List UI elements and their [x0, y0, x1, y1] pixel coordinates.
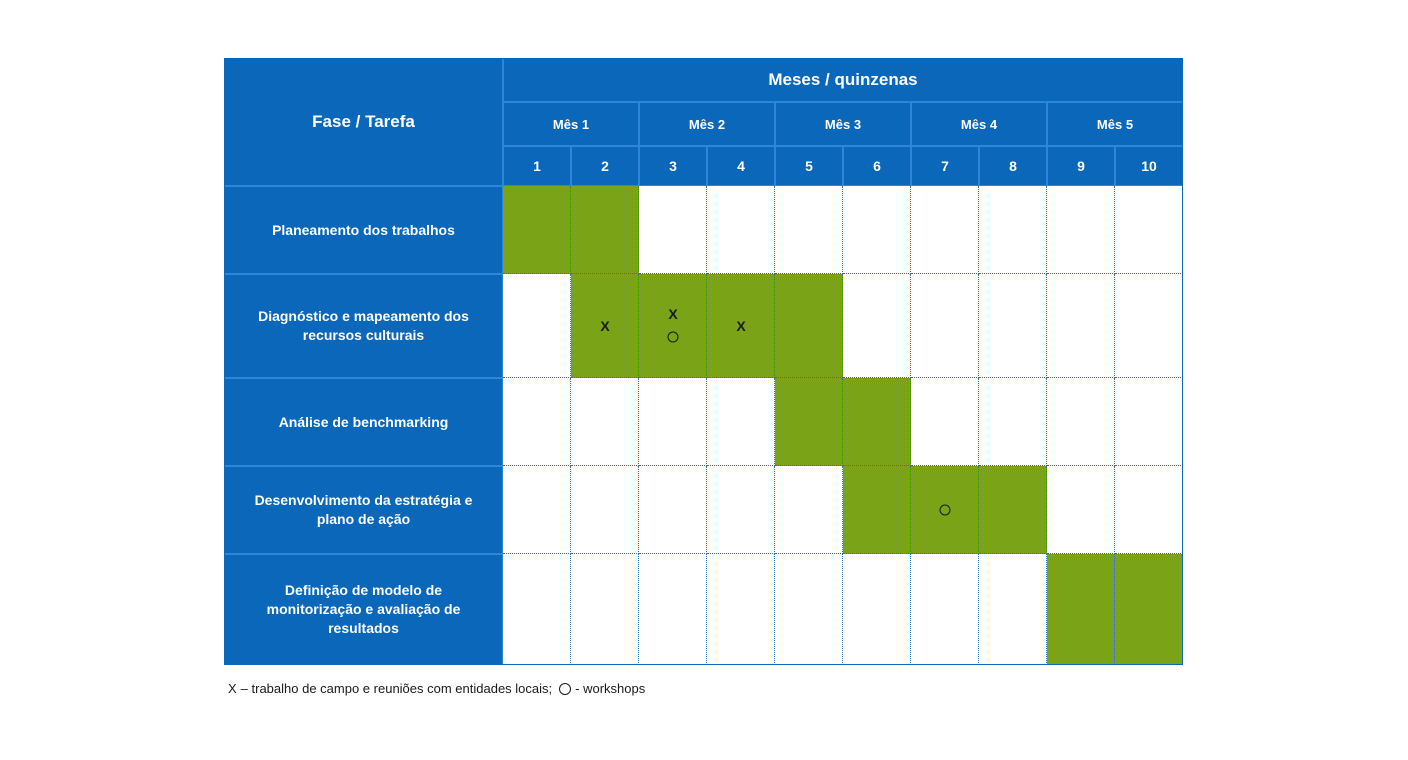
month-header: Mês 3: [775, 102, 911, 146]
gantt-cell: [571, 378, 639, 466]
legend-text: - workshops: [575, 681, 646, 696]
gantt-cell: [571, 466, 639, 554]
gantt-cell: [911, 274, 979, 378]
gantt-cell: [1047, 274, 1115, 378]
legend: X – trabalho de campo e reuniões com ent…: [228, 681, 645, 696]
gantt-cell: [979, 378, 1047, 466]
legend-text: – trabalho de campo e reuniões com entid…: [240, 681, 553, 696]
gantt-cell: [503, 186, 571, 274]
month-header: Mês 1: [503, 102, 639, 146]
gantt-cell: [775, 554, 843, 665]
gantt-cell: [979, 466, 1047, 554]
gantt-cell: [843, 274, 911, 378]
gantt-cell: [775, 274, 843, 378]
task-label: Diagnóstico e mapeamento dos recursos cu…: [224, 274, 503, 378]
gantt-cell: [503, 274, 571, 378]
workshop-mark: [667, 331, 679, 343]
gantt-cell: [1115, 378, 1183, 466]
fortnight-header: 5: [775, 146, 843, 186]
field-work-mark: X: [668, 306, 678, 322]
gantt-cell: [1115, 186, 1183, 274]
month-header: Mês 2: [639, 102, 775, 146]
gantt-cell: [1115, 554, 1183, 665]
month-header: Mês 5: [1047, 102, 1183, 146]
gantt-cell: [1115, 274, 1183, 378]
field-work-mark: X: [736, 318, 746, 334]
gantt-cell: [911, 378, 979, 466]
fortnight-header: 7: [911, 146, 979, 186]
gantt-cell: [911, 554, 979, 665]
gantt-cell: [843, 378, 911, 466]
gantt-cell: [775, 466, 843, 554]
gantt-cell: [707, 378, 775, 466]
gantt-cell: [1115, 466, 1183, 554]
gantt-cell: [707, 274, 775, 378]
gantt-cell: [775, 378, 843, 466]
gantt-cell: [707, 466, 775, 554]
workshop-mark: [939, 504, 951, 516]
gantt-cell: [571, 186, 639, 274]
legend-circle: [559, 682, 572, 695]
gantt-cell: [639, 378, 707, 466]
task-label: Análise de benchmarking: [224, 378, 503, 466]
gantt-cell: [503, 554, 571, 665]
fortnight-header: 1: [503, 146, 571, 186]
gantt-cell: [503, 466, 571, 554]
gantt-cell: [639, 466, 707, 554]
fortnight-header: 4: [707, 146, 775, 186]
gantt-cell: [571, 554, 639, 665]
fortnight-header: 3: [639, 146, 707, 186]
gantt-cell: [707, 186, 775, 274]
task-label: Desenvolvimento da estratégia e plano de…: [224, 466, 503, 554]
task-label: Definição de modelo de monitorização e a…: [224, 554, 503, 665]
period-header: Meses / quinzenas: [503, 58, 1183, 102]
fortnight-header: 6: [843, 146, 911, 186]
gantt-cell: [1047, 378, 1115, 466]
legend-symbol: X: [228, 681, 237, 696]
gantt-cell: [979, 274, 1047, 378]
gantt-cell: [979, 186, 1047, 274]
gantt-cell: [639, 274, 707, 378]
gantt-cell: [707, 554, 775, 665]
phase-header: Fase / Tarefa: [224, 58, 503, 186]
gantt-cell: [571, 274, 639, 378]
fortnight-header: 9: [1047, 146, 1115, 186]
gantt-cell: [1047, 466, 1115, 554]
gantt-cell: [1047, 186, 1115, 274]
gantt-cell: [911, 186, 979, 274]
gantt-cell: [775, 186, 843, 274]
fortnight-header: 8: [979, 146, 1047, 186]
task-label: Planeamento dos trabalhos: [224, 186, 503, 274]
gantt-cell: [639, 554, 707, 665]
fortnight-header: 10: [1115, 146, 1183, 186]
gantt-cell: [843, 554, 911, 665]
gantt-cell: [843, 186, 911, 274]
month-header: Mês 4: [911, 102, 1047, 146]
fortnight-header: 2: [571, 146, 639, 186]
gantt-cell: [979, 554, 1047, 665]
field-work-mark: X: [600, 318, 610, 334]
gantt-cell: [1047, 554, 1115, 665]
gantt-cell: [503, 378, 571, 466]
gantt-cell: [843, 466, 911, 554]
gantt-cell: [639, 186, 707, 274]
